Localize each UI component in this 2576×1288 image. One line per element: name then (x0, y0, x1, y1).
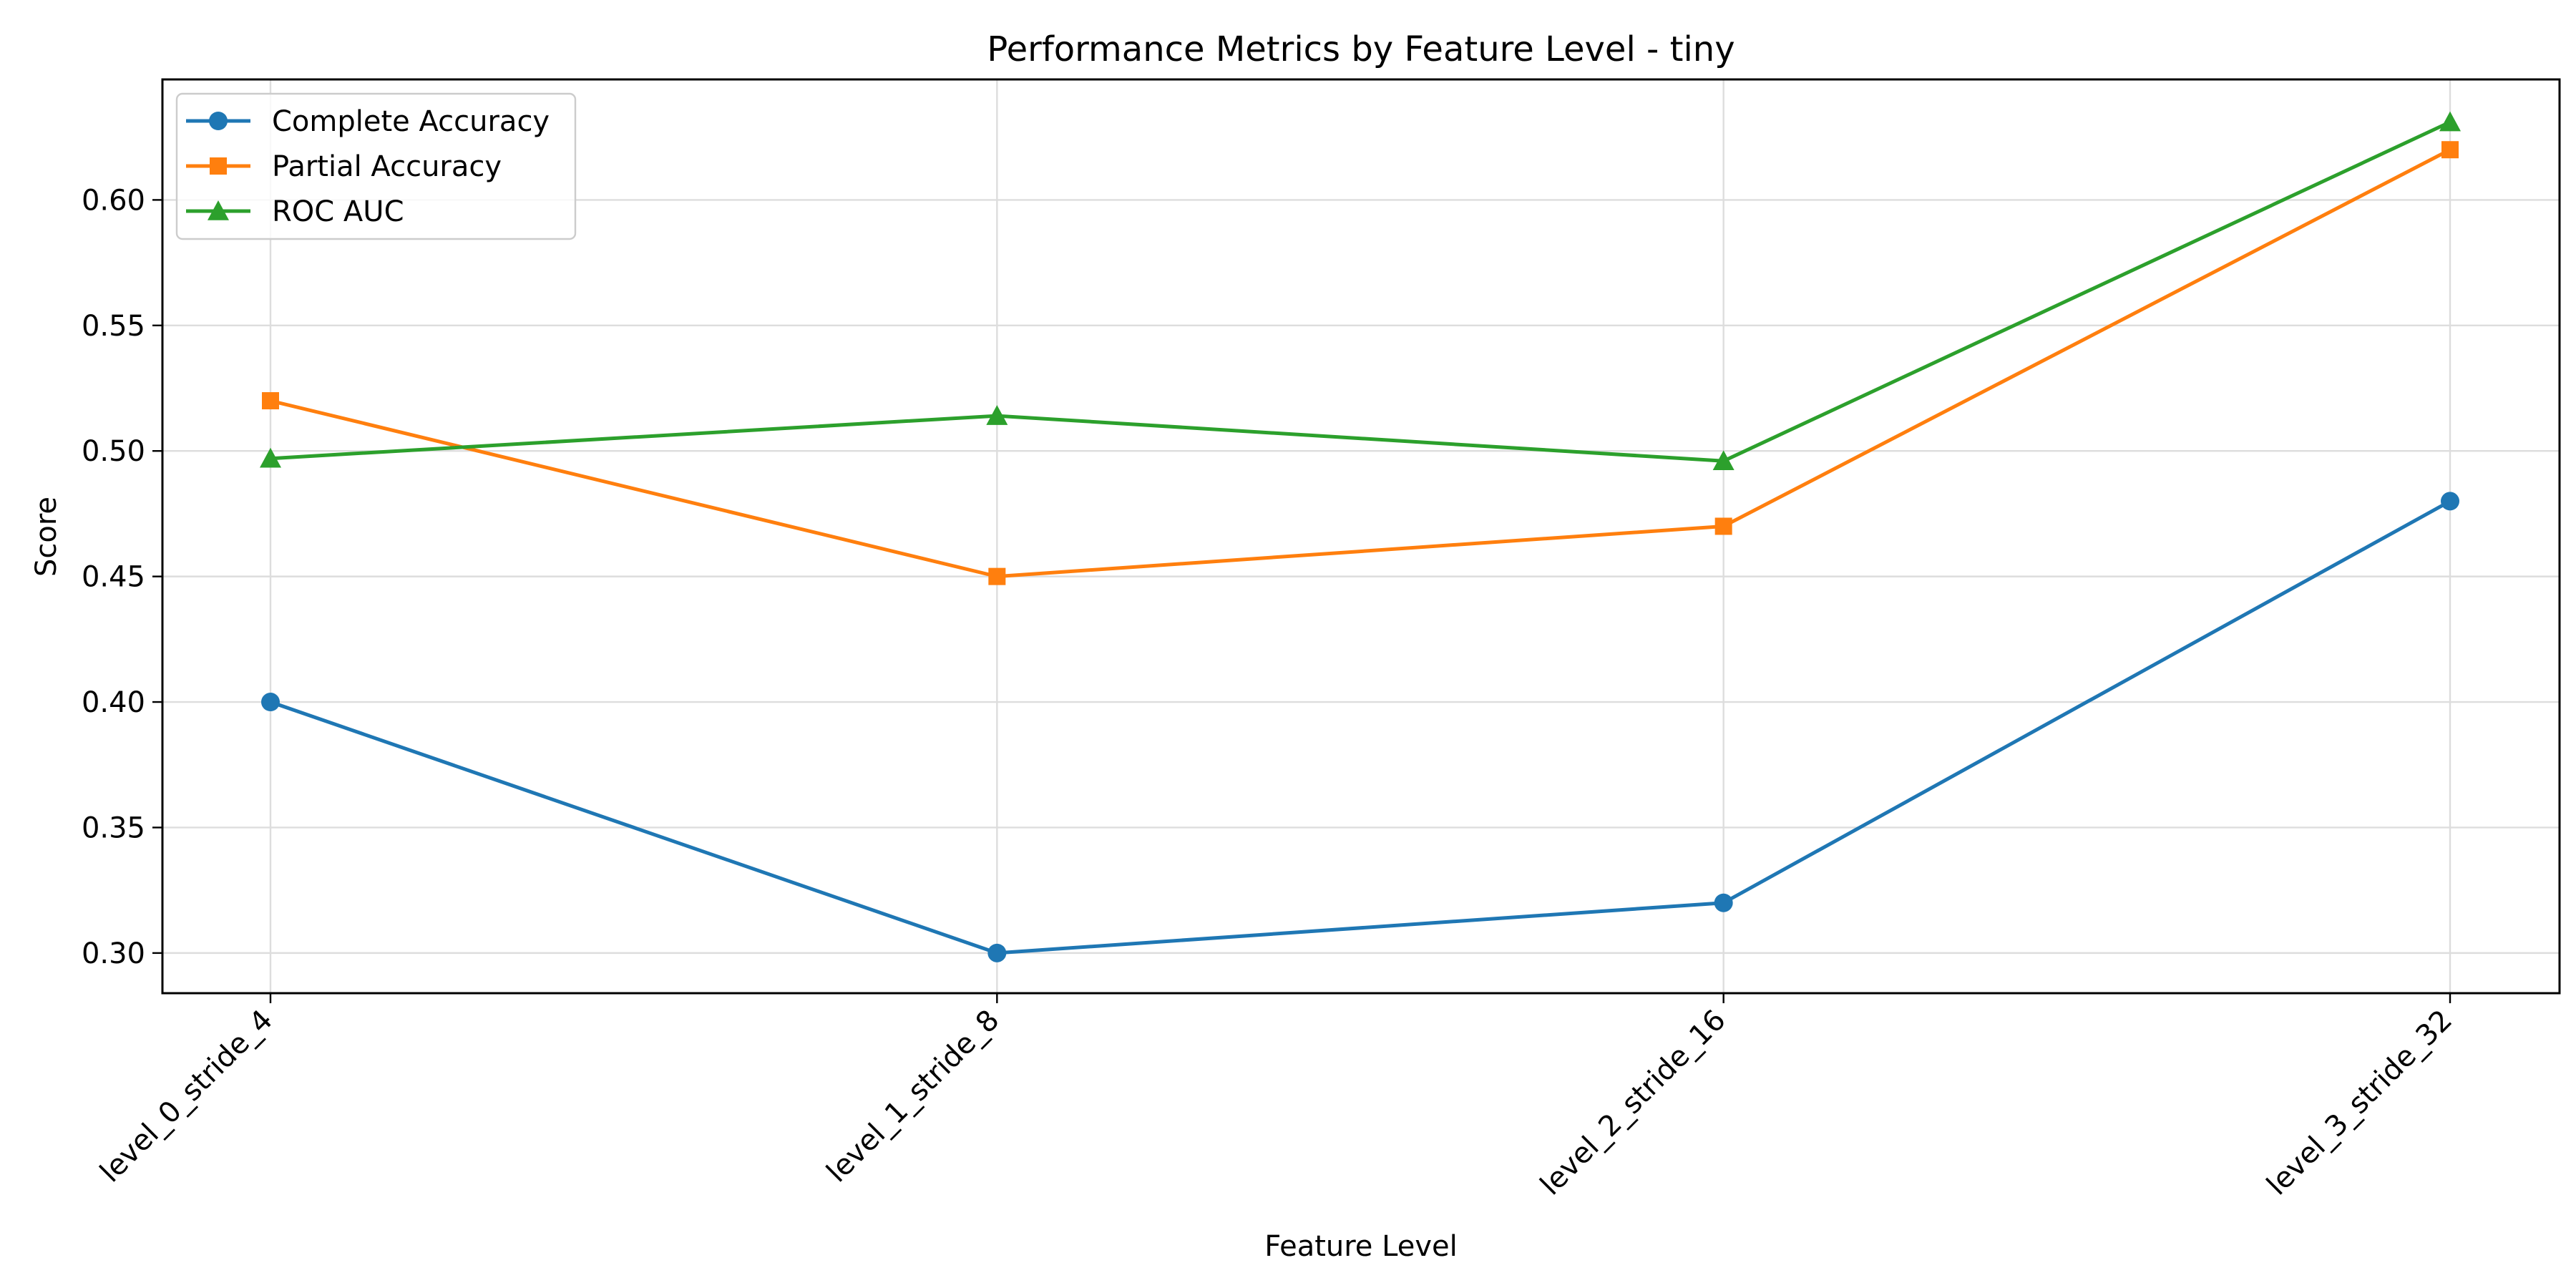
y-tick-label: 0.40 (82, 686, 145, 719)
series-line-roc-auc (268, 120, 2452, 463)
series-line-partial-accuracy (268, 147, 2452, 579)
legend-marker-complete-accuracy (209, 112, 228, 130)
x-axis-label: Feature Level (1264, 1230, 1457, 1263)
data-point-partial-accuracy (1714, 517, 1732, 535)
data-point-roc-auc (1712, 450, 1735, 471)
data-point-roc-auc (986, 405, 1008, 425)
data-point-partial-accuracy (988, 567, 1006, 585)
legend-label-complete-accuracy: Complete Accuracy (272, 105, 550, 138)
data-point-complete-accuracy (2441, 492, 2459, 511)
y-tick-label: 0.60 (82, 184, 145, 217)
legend-box (175, 92, 577, 240)
chart-title: Performance Metrics by Feature Level - t… (987, 29, 1735, 69)
series-complete-accuracy (261, 492, 2459, 962)
legend-label-partial-accuracy: Partial Accuracy (272, 150, 502, 183)
y-tick-label: 0.55 (82, 310, 145, 343)
data-point-complete-accuracy (261, 693, 280, 712)
data-point-complete-accuracy (987, 943, 1007, 962)
legend-marker-partial-accuracy (210, 157, 227, 175)
plot-frame (161, 78, 2561, 995)
y-tick-label: 0.50 (82, 435, 145, 468)
data-point-roc-auc (2439, 111, 2461, 132)
y-tick-label: 0.45 (82, 561, 145, 594)
data-point-complete-accuracy (1714, 893, 1733, 912)
y-axis-label: Score (30, 497, 63, 577)
series-roc-auc (260, 111, 2461, 471)
y-tick-label: 0.30 (82, 937, 145, 970)
legend-marker-roc-auc (208, 200, 229, 220)
series-partial-accuracy (262, 141, 2459, 585)
legend: Complete Accuracy Partial Accuracy ROC AUC (175, 92, 577, 240)
data-point-roc-auc (260, 447, 281, 468)
y-tick-label: 0.35 (82, 811, 145, 844)
series-layer (260, 111, 2461, 962)
legend-label-roc-auc: ROC AUC (272, 195, 404, 228)
series-line-complete-accuracy (268, 499, 2452, 955)
data-point-partial-accuracy (262, 392, 279, 410)
data-point-partial-accuracy (2441, 141, 2459, 159)
